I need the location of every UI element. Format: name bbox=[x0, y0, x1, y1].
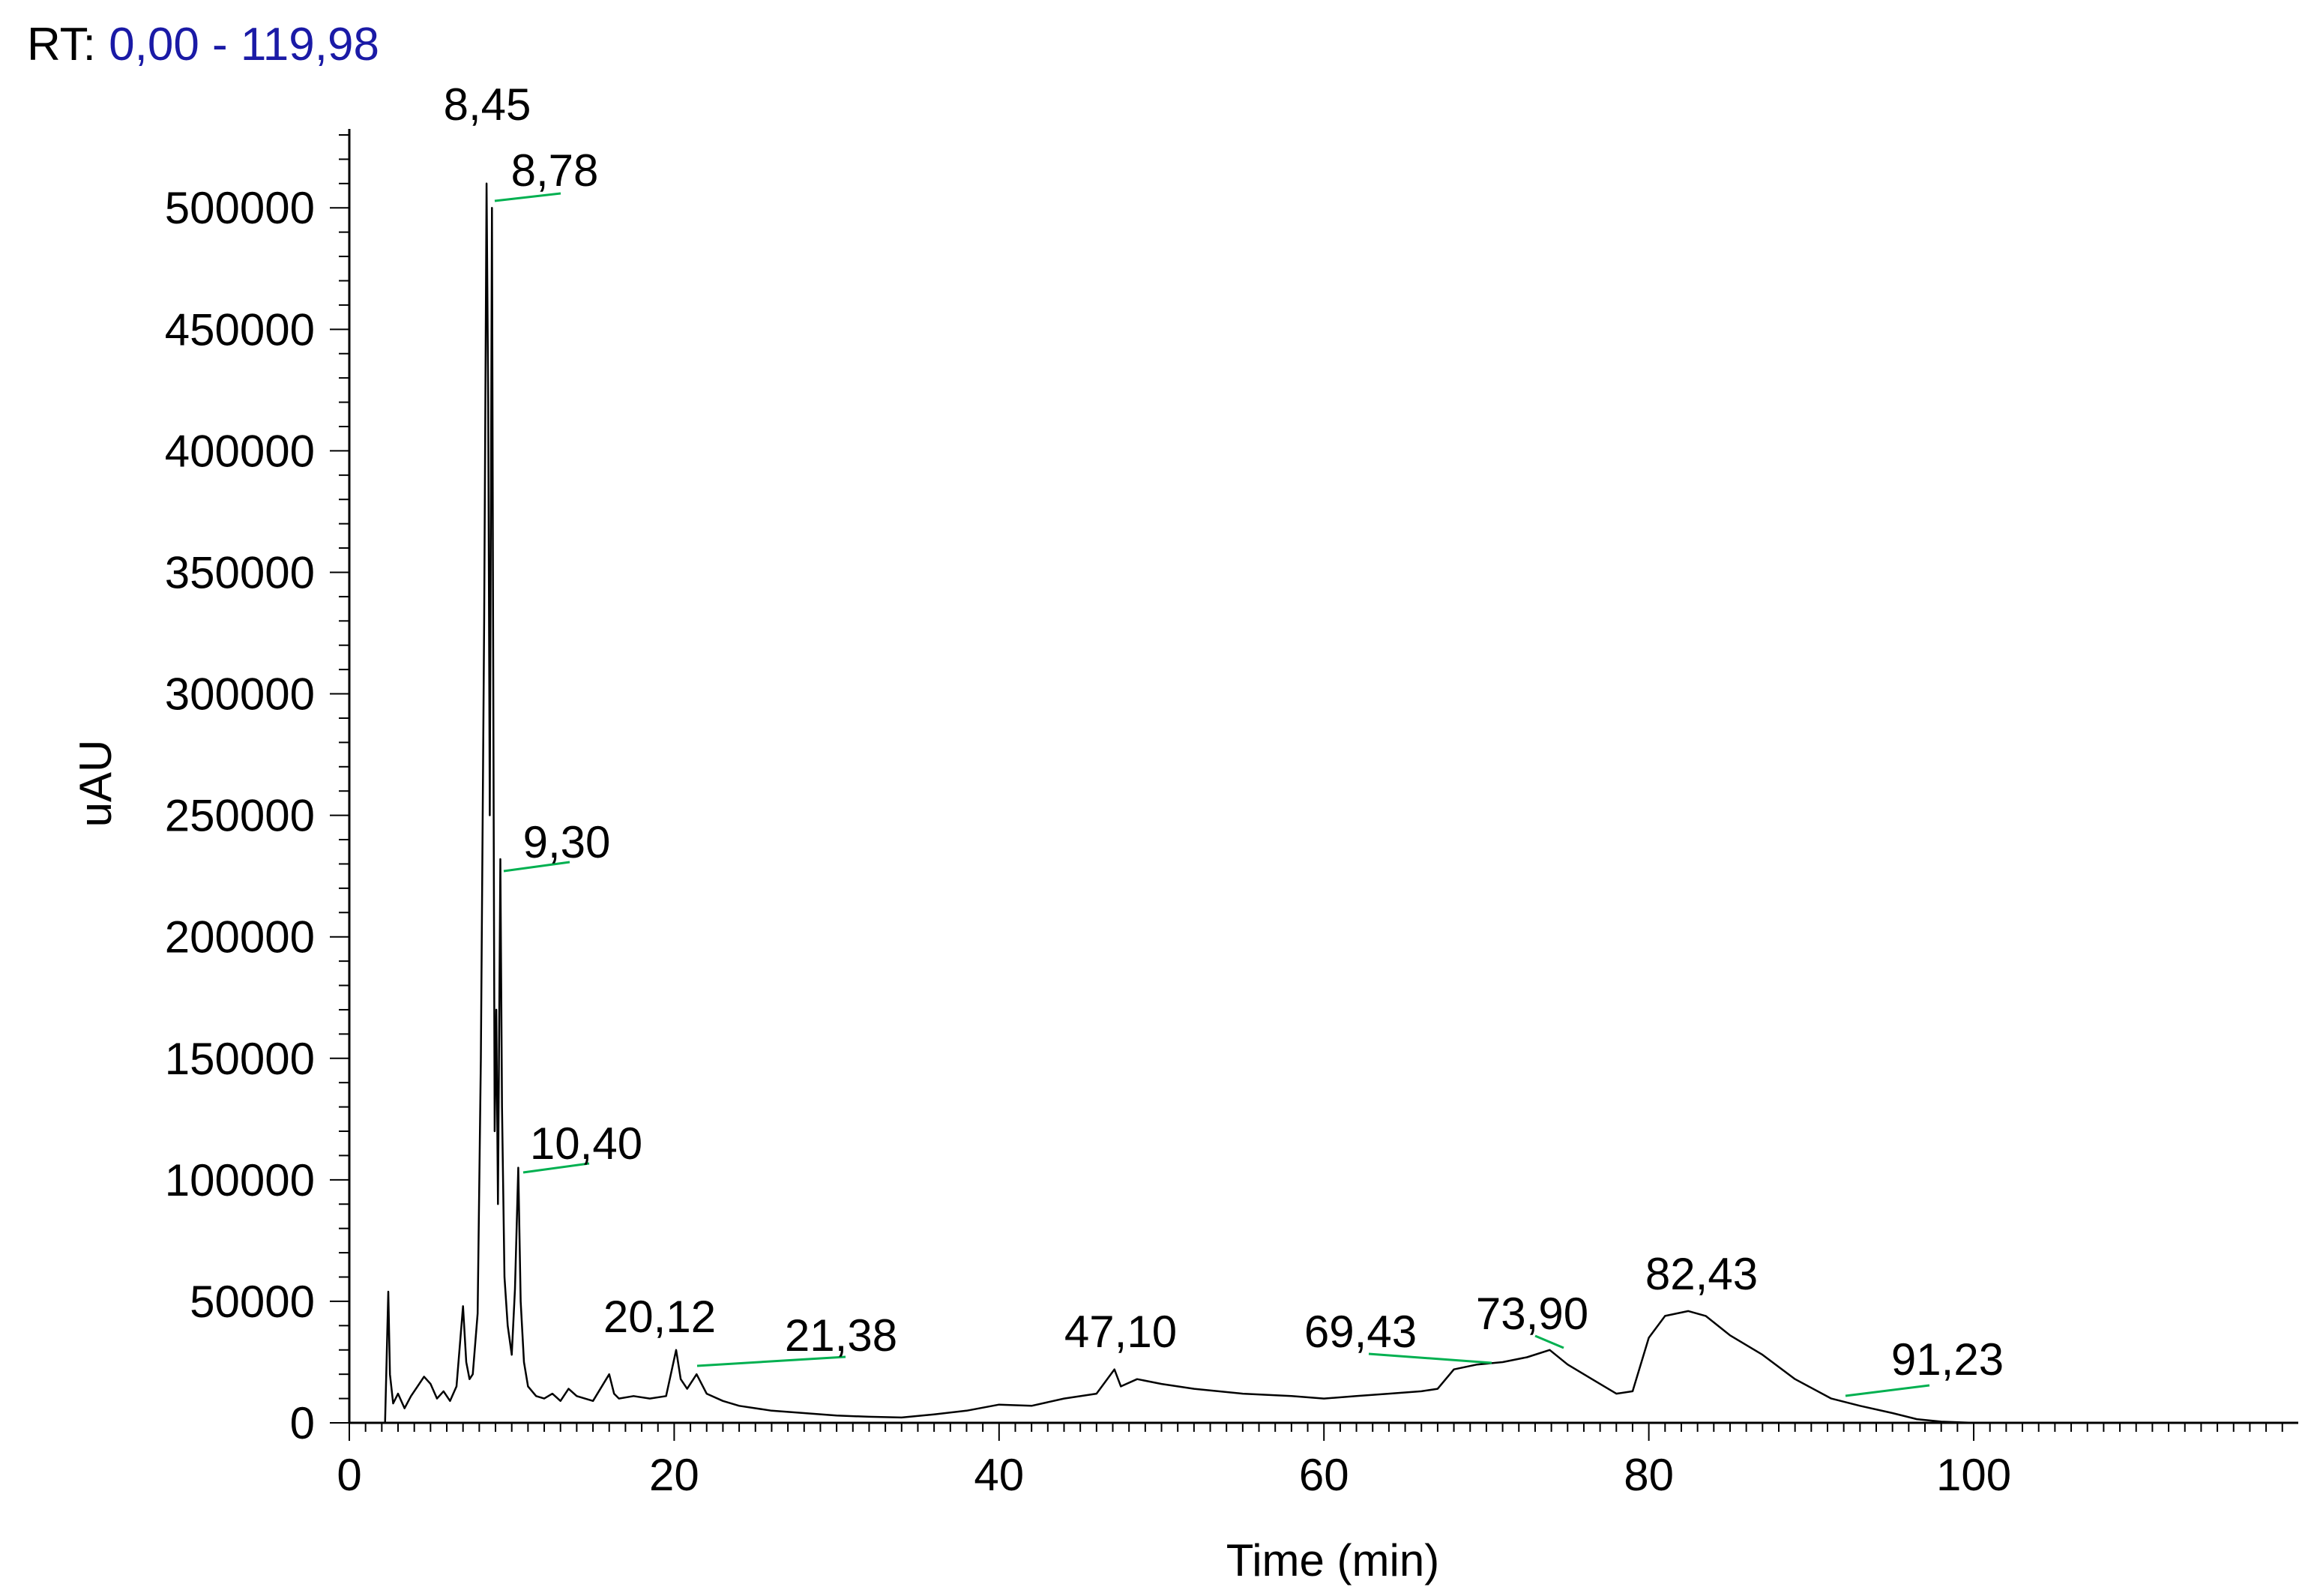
y-tick-label: 350000 bbox=[165, 547, 315, 597]
x-tick-label: 20 bbox=[649, 1450, 699, 1500]
x-tick-label: 60 bbox=[1299, 1450, 1349, 1500]
peak-label: 91,23 bbox=[1891, 1334, 2004, 1385]
chromatogram-trace bbox=[349, 182, 2298, 1424]
y-tick-label: 0 bbox=[290, 1398, 315, 1448]
peak-marker-line bbox=[1534, 1334, 1564, 1349]
peak-label: 47,10 bbox=[1064, 1307, 1177, 1357]
peak-marker-line bbox=[503, 861, 570, 873]
peak-label: 9,30 bbox=[523, 817, 611, 867]
y-tick-label: 50000 bbox=[190, 1277, 315, 1327]
y-tick-label: 150000 bbox=[165, 1034, 315, 1084]
y-tick-label: 450000 bbox=[165, 304, 315, 355]
y-tick-label: 500000 bbox=[165, 183, 315, 233]
peak-marker-line bbox=[1845, 1384, 1930, 1397]
peak-label: 10,40 bbox=[530, 1118, 642, 1169]
plot-area: 0 50000 100000 150000 200000 250000 300000 3500… bbox=[165, 79, 2298, 1500]
x-tick-label: 80 bbox=[1624, 1450, 1674, 1500]
peak-marker-line bbox=[522, 1162, 590, 1174]
peak-marker-line bbox=[696, 1355, 846, 1367]
y-tick-label: 300000 bbox=[165, 669, 315, 720]
x-axis-title: Time (min) bbox=[1226, 1535, 1439, 1586]
x-tick-label: 0 bbox=[337, 1450, 361, 1500]
peak-label: 82,43 bbox=[1645, 1249, 1758, 1299]
peak-label: 20,12 bbox=[603, 1292, 716, 1342]
peak-label: 73,90 bbox=[1476, 1289, 1588, 1339]
peak-marker-line bbox=[1368, 1352, 1492, 1364]
y-axis-title: uAU bbox=[70, 740, 121, 828]
peak-label: 8,45 bbox=[444, 79, 531, 130]
x-tick-label: 40 bbox=[974, 1450, 1024, 1500]
peak-label: 21,38 bbox=[785, 1310, 897, 1361]
peak-label: 69,43 bbox=[1304, 1307, 1417, 1357]
rt-label: RT: bbox=[27, 19, 96, 70]
rt-range-header: RT: 0,00 - 119,98 bbox=[27, 18, 379, 71]
peak-marker-line bbox=[494, 192, 561, 202]
y-tick-label: 250000 bbox=[165, 791, 315, 841]
y-tick-label: 100000 bbox=[165, 1155, 315, 1205]
y-tick-label: 400000 bbox=[165, 426, 315, 476]
x-tick-label: 100 bbox=[1936, 1450, 2011, 1500]
peak-label: 8,78 bbox=[511, 145, 599, 196]
rt-range-value: 0,00 - 119,98 bbox=[109, 19, 379, 70]
y-tick-label: 200000 bbox=[165, 912, 315, 963]
